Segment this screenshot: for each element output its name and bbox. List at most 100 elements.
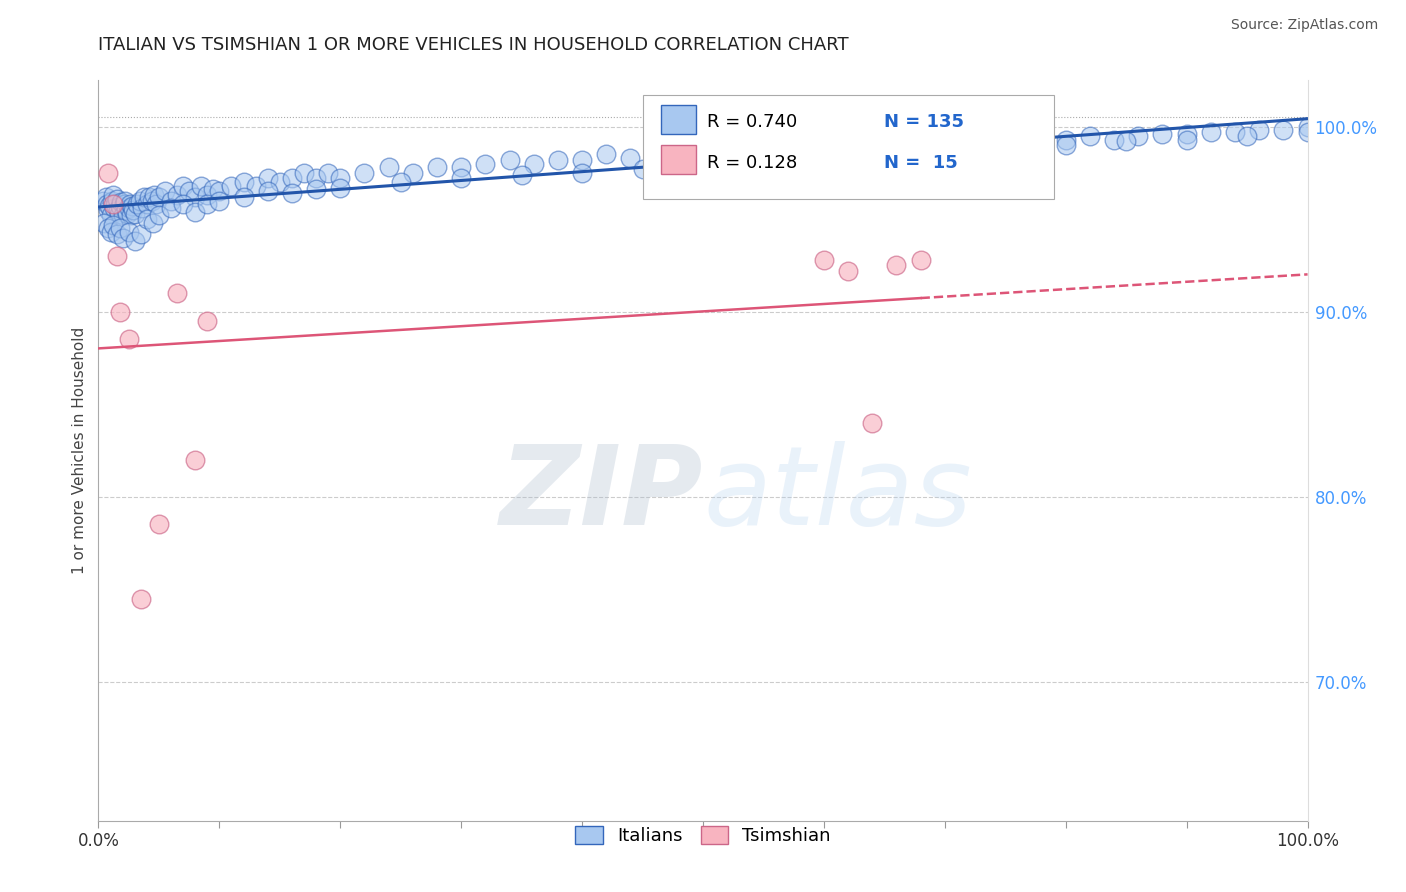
Point — [329, 171, 352, 186]
Text: R = 0.128: R = 0.128 — [707, 154, 797, 172]
Point — [111, 208, 134, 222]
Point — [100, 194, 122, 208]
Point — [131, 201, 153, 215]
Point — [93, 216, 115, 230]
Point — [124, 235, 146, 249]
Point — [981, 134, 1004, 148]
Point — [100, 225, 122, 239]
Point — [195, 314, 218, 328]
Point — [256, 185, 278, 199]
Point — [121, 199, 143, 213]
Point — [1272, 123, 1295, 137]
Point — [886, 138, 908, 153]
Point — [740, 145, 762, 160]
Point — [402, 166, 425, 180]
Point — [474, 156, 496, 170]
Point — [172, 197, 194, 211]
Point — [910, 252, 932, 267]
Text: ITALIAN VS TSIMSHIAN 1 OR MORE VEHICLES IN HOUSEHOLD CORRELATION CHART: ITALIAN VS TSIMSHIAN 1 OR MORE VEHICLES … — [98, 36, 849, 54]
Point — [118, 225, 141, 239]
Point — [166, 286, 188, 301]
Point — [860, 416, 883, 430]
Point — [127, 197, 149, 211]
Point — [886, 258, 908, 272]
Point — [202, 182, 225, 196]
Point — [135, 212, 157, 227]
Point — [813, 153, 835, 167]
Point — [305, 182, 328, 196]
Point — [837, 264, 859, 278]
Point — [668, 142, 690, 156]
Point — [450, 161, 472, 175]
Point — [450, 171, 472, 186]
Point — [195, 197, 218, 211]
Point — [692, 161, 714, 175]
Point — [1031, 128, 1053, 143]
Point — [122, 202, 145, 217]
Point — [105, 227, 128, 241]
Point — [143, 188, 166, 202]
Point — [329, 180, 352, 194]
Point — [305, 171, 328, 186]
Point — [692, 147, 714, 161]
Point — [813, 252, 835, 267]
Point — [208, 185, 231, 199]
Point — [148, 517, 170, 532]
Point — [97, 202, 120, 217]
Point — [118, 332, 141, 346]
Point — [510, 168, 533, 182]
Point — [1128, 128, 1150, 143]
Point — [134, 190, 156, 204]
Point — [91, 194, 114, 208]
Point — [619, 151, 641, 165]
Point — [1296, 125, 1319, 139]
Point — [1199, 125, 1222, 139]
Point — [765, 138, 787, 153]
Point — [166, 188, 188, 202]
Point — [426, 161, 449, 175]
Point — [1115, 134, 1137, 148]
Point — [837, 142, 859, 156]
Point — [98, 199, 121, 213]
Point — [142, 216, 165, 230]
Point — [184, 204, 207, 219]
Point — [316, 166, 339, 180]
Point — [105, 192, 128, 206]
Point — [118, 197, 141, 211]
Point — [101, 197, 124, 211]
Point — [103, 201, 125, 215]
Point — [160, 201, 183, 215]
Point — [789, 142, 811, 156]
Point — [208, 194, 231, 208]
Point — [108, 199, 131, 213]
Point — [195, 188, 218, 202]
Point — [135, 197, 157, 211]
Point — [94, 190, 117, 204]
Point — [498, 153, 520, 167]
Point — [128, 194, 150, 208]
Point — [160, 194, 183, 208]
Point — [172, 178, 194, 193]
Point — [873, 149, 896, 163]
Point — [96, 197, 118, 211]
Point — [281, 171, 304, 186]
Point — [292, 166, 315, 180]
Point — [377, 161, 399, 175]
Point — [813, 138, 835, 153]
Point — [1152, 127, 1174, 141]
Point — [184, 190, 207, 204]
Point — [101, 188, 124, 202]
Point — [1223, 125, 1246, 139]
Point — [232, 175, 254, 189]
Point — [117, 206, 139, 220]
Point — [112, 197, 135, 211]
Text: ZIP: ZIP — [499, 442, 703, 549]
Point — [108, 206, 131, 220]
Point — [910, 134, 932, 148]
Point — [153, 185, 176, 199]
Point — [148, 190, 170, 204]
Point — [389, 175, 412, 189]
Point — [129, 227, 152, 241]
Text: atlas: atlas — [703, 442, 972, 549]
Point — [108, 221, 131, 235]
